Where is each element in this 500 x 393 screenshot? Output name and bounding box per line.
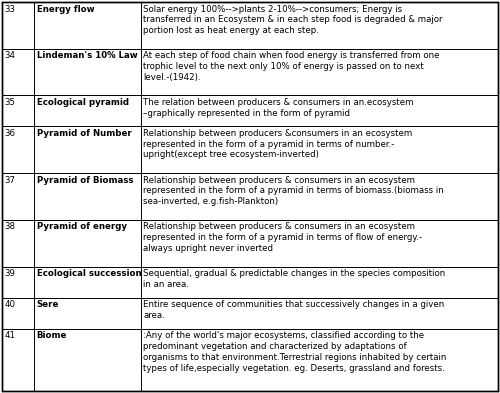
Text: Pyramid of energy: Pyramid of energy (36, 222, 126, 231)
Text: Relationship between producers &consumers in an ecosystem
represented in the for: Relationship between producers &consumer… (144, 129, 412, 160)
Text: Pyramid of Number: Pyramid of Number (36, 129, 132, 138)
Text: Relationship between producers & consumers in an ecosystem
represented in the fo: Relationship between producers & consume… (144, 222, 422, 253)
Text: Lindeman's 10% Law: Lindeman's 10% Law (36, 51, 138, 60)
Text: Solar energy 100%-->plants 2-10%-->consumers; Energy is
transferred in an Ecosys: Solar energy 100%-->plants 2-10%-->consu… (144, 4, 443, 35)
Text: 37: 37 (4, 176, 16, 185)
Text: The relation between producers & consumers in an.ecosystem
–graphically represen: The relation between producers & consume… (144, 98, 414, 118)
Text: :Any of the world's major ecosystems, classified according to the
predominant ve: :Any of the world's major ecosystems, cl… (144, 331, 447, 373)
Text: Pyramid of Biomass: Pyramid of Biomass (36, 176, 133, 185)
Text: Sere: Sere (36, 300, 59, 309)
Text: Energy flow: Energy flow (36, 4, 94, 13)
Text: Sequential, gradual & predictable changes in the species composition
in an area.: Sequential, gradual & predictable change… (144, 269, 446, 289)
Text: 34: 34 (4, 51, 16, 60)
Text: Ecological pyramid: Ecological pyramid (36, 98, 128, 107)
Text: Ecological succession: Ecological succession (36, 269, 142, 278)
Text: 40: 40 (4, 300, 16, 309)
Text: 38: 38 (4, 222, 16, 231)
Text: 41: 41 (4, 331, 16, 340)
Text: Relationship between producers & consumers in an ecosystem
represented in the fo: Relationship between producers & consume… (144, 176, 444, 206)
Text: Biome: Biome (36, 331, 67, 340)
Text: 36: 36 (4, 129, 16, 138)
Text: 39: 39 (4, 269, 16, 278)
Text: Entire sequence of communities that successively changes in a given
area.: Entire sequence of communities that succ… (144, 300, 445, 320)
Text: 35: 35 (4, 98, 16, 107)
Text: At each step of food chain when food energy is transferred from one
trophic leve: At each step of food chain when food ene… (144, 51, 440, 82)
Text: 33: 33 (4, 4, 16, 13)
